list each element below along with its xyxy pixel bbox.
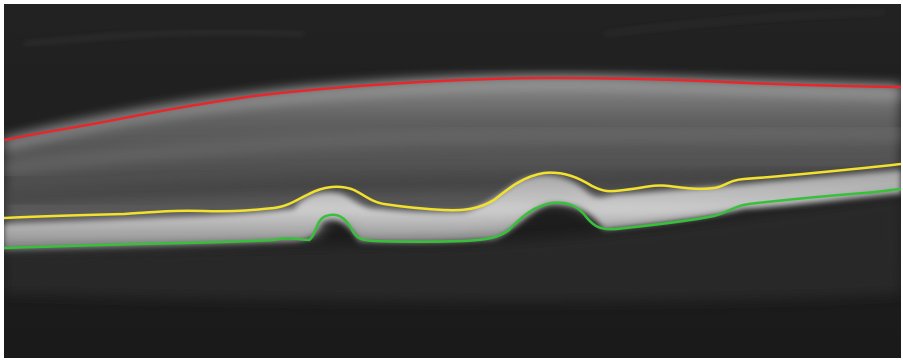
inner-retina-band xyxy=(4,128,901,175)
bruch-membrane-boundary-line xyxy=(4,187,901,250)
rpe-band xyxy=(4,170,901,250)
vitreous-streak xyxy=(23,31,305,45)
choroid xyxy=(4,196,901,302)
ilm-boundary-line xyxy=(4,76,901,142)
oct-scan-image xyxy=(4,4,901,358)
outer-retina-band xyxy=(4,165,901,206)
vitreous-streak xyxy=(603,11,885,35)
rpe-inner-boundary-line xyxy=(4,162,901,220)
oct-scan-canvas xyxy=(4,4,901,358)
